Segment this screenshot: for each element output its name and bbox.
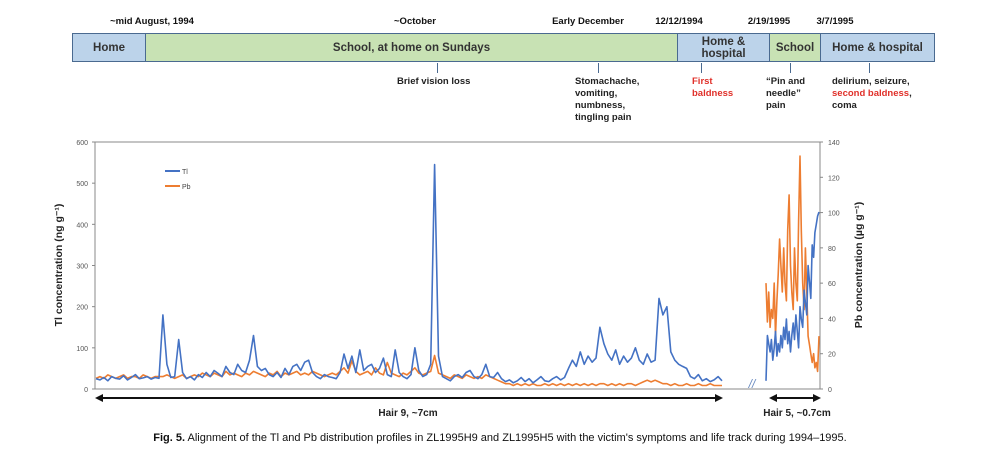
event-delirium: delirium, seizure, second baldness, coma: [832, 76, 912, 112]
comma: ,: [909, 88, 912, 99]
arrowhead: [95, 394, 103, 402]
period-home-hospital-2: Home & hospital: [820, 33, 935, 62]
date-label: 12/12/1994: [655, 16, 703, 27]
event-pin-needle: “Pin and needle” pain: [766, 76, 805, 112]
event-stomachache: Stomachache, vomiting, numbness, tinglin…: [575, 76, 639, 124]
y-tick-label-right: 100: [828, 211, 840, 218]
y-tick-label-left: 100: [76, 346, 88, 353]
y-tick-label-right: 120: [828, 175, 840, 182]
event-tick: [598, 63, 599, 73]
event-tick: [437, 63, 438, 73]
event-line: coma: [832, 100, 857, 111]
y-tick-label-right: 60: [828, 281, 836, 288]
event-line: First: [692, 76, 713, 87]
second-baldness: second baldness: [832, 88, 910, 99]
hair9-label: Hair 9, ~7cm: [378, 408, 437, 419]
y-tick-label-right: 80: [828, 246, 836, 253]
event-line: delirium, seizure,: [832, 76, 910, 87]
legend-tl-label: Tl: [182, 169, 188, 176]
y-axis-left-label: Tl concentration (ng g⁻¹): [53, 204, 65, 327]
date-label: Early December: [552, 16, 624, 27]
event-line: Stomachache,: [575, 76, 640, 87]
date-label: 2/19/1995: [747, 16, 791, 27]
y-tick-label-left: 500: [76, 181, 88, 188]
caption-text: Alignment of the Tl and Pb distribution …: [185, 432, 847, 444]
event-tick: [790, 63, 791, 73]
event-line: tingling pain: [575, 112, 632, 123]
period-school-2: School: [769, 33, 821, 62]
event-line: baldness: [692, 88, 734, 99]
arrowhead: [769, 394, 777, 402]
event-first-baldness: First baldness: [692, 76, 733, 100]
pb-series-line-hair5: [765, 155, 820, 373]
y-tick-label-left: 400: [76, 222, 88, 229]
event-line: numbness,: [575, 100, 626, 111]
arrowhead: [813, 394, 821, 402]
y-tick-label-right: 140: [828, 140, 840, 147]
figure-caption: Fig. 5. Alignment of the Tl and Pb distr…: [0, 432, 1000, 444]
tl-series-line-hair5: [765, 211, 820, 381]
y-tick-label-right: 0: [828, 387, 832, 394]
event-tick: [869, 63, 870, 73]
y-tick-label-left: 300: [76, 264, 88, 271]
y-tick-label-right: 40: [828, 316, 836, 323]
date-label: ~October: [394, 16, 436, 27]
hair5-label: Hair 5, ~0.7cm: [763, 408, 831, 419]
event-line: second baldness,: [832, 88, 912, 100]
caption-label: Fig. 5.: [153, 432, 186, 444]
event-line: “Pin and: [766, 76, 806, 87]
arrowhead: [715, 394, 723, 402]
y-tick-label-left: 200: [76, 305, 88, 312]
tl-series-line-hair9: [95, 163, 723, 384]
y-tick-label-left: 0: [84, 387, 88, 394]
y-axis-right-label: Pb concentration (µg g⁻¹): [853, 202, 865, 329]
event-tick: [701, 63, 702, 73]
period-school: School, at home on Sundays: [145, 33, 678, 62]
event-vision-loss: Brief vision loss: [397, 76, 471, 87]
legend-pb-label: Pb: [182, 184, 191, 191]
y-tick-label-right: 20: [828, 352, 836, 359]
plot-frame: [94, 141, 821, 390]
event-line: pain: [766, 100, 786, 111]
axis-break: //: [748, 377, 757, 391]
date-label: ~mid August, 1994: [110, 16, 194, 27]
pb-series-line-hair9: [95, 354, 722, 387]
date-label: 3/7/1995: [816, 16, 854, 27]
y-tick-label-left: 600: [76, 140, 88, 147]
event-line: needle”: [766, 88, 801, 99]
event-line: vomiting,: [575, 88, 618, 99]
